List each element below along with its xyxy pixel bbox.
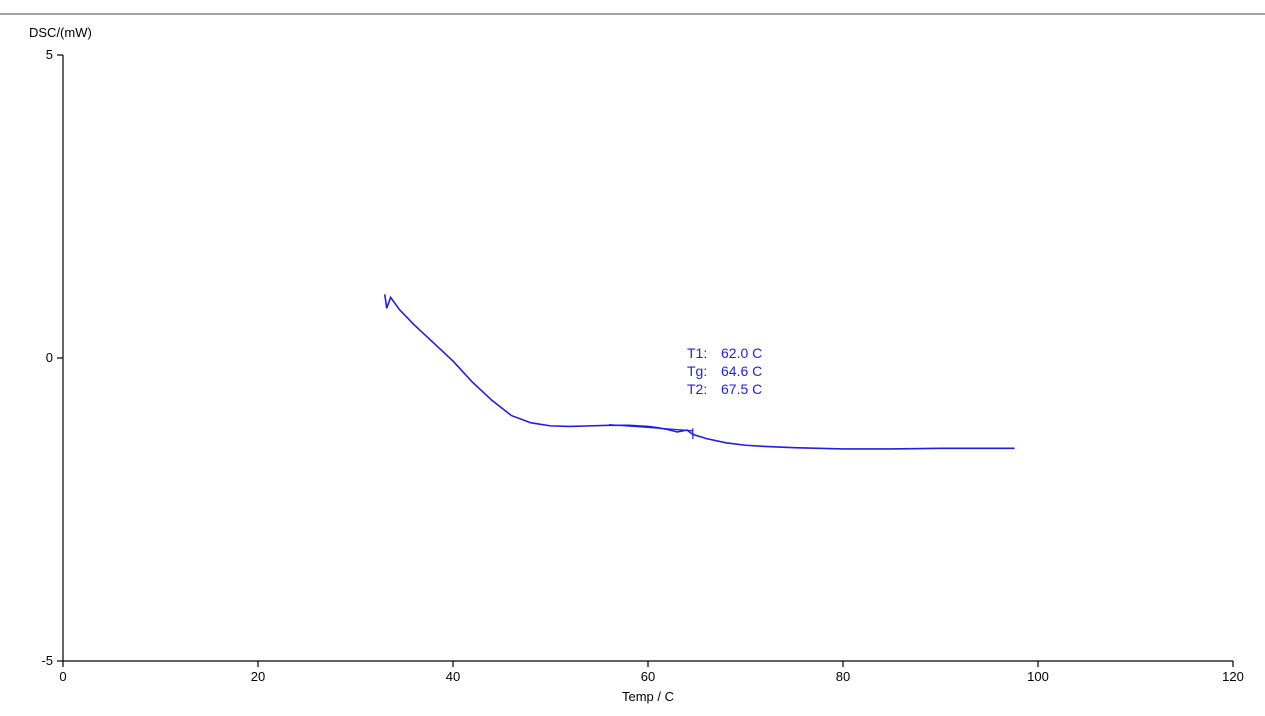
annotation-label-2: T2: bbox=[687, 381, 707, 397]
tangent-line bbox=[609, 425, 693, 431]
annotation-label-1: Tg: bbox=[687, 363, 707, 379]
chart-svg: 0 20 40 60 80 100 120 -5 0 5 DSC/(mW) Temp / C T1: 62… bbox=[0, 20, 1265, 716]
svg-text:120: 120 bbox=[1222, 669, 1244, 684]
annotation-label-0: T1: bbox=[687, 345, 707, 361]
window-top-divider bbox=[0, 13, 1265, 15]
annotation-value-2: 67.5 C bbox=[721, 381, 762, 397]
svg-text:60: 60 bbox=[641, 669, 655, 684]
annotation-value-1: 64.6 C bbox=[721, 363, 762, 379]
x-axis-label: Temp / C bbox=[622, 689, 674, 704]
y-axis-label: DSC/(mW) bbox=[29, 25, 92, 40]
svg-text:-5: -5 bbox=[41, 653, 53, 668]
svg-text:80: 80 bbox=[836, 669, 850, 684]
dsc-chart: 0 20 40 60 80 100 120 -5 0 5 DSC/(mW) Temp / C T1: 62… bbox=[0, 20, 1265, 716]
svg-text:100: 100 bbox=[1027, 669, 1049, 684]
annotation-value-0: 62.0 C bbox=[721, 345, 762, 361]
svg-text:0: 0 bbox=[46, 350, 53, 365]
svg-text:40: 40 bbox=[446, 669, 460, 684]
svg-text:20: 20 bbox=[251, 669, 265, 684]
svg-text:5: 5 bbox=[46, 47, 53, 62]
svg-text:0: 0 bbox=[59, 669, 66, 684]
